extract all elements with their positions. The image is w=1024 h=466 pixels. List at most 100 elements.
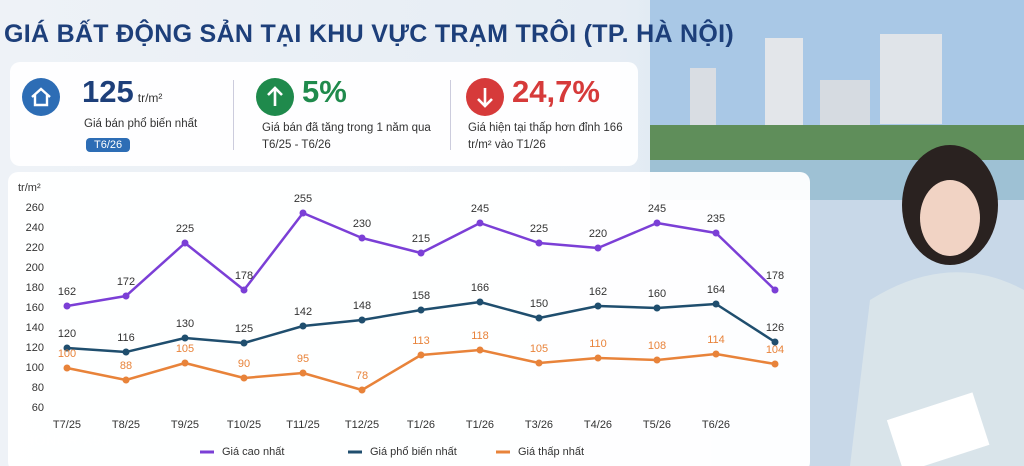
data-label: 215	[412, 233, 430, 245]
point	[535, 239, 543, 247]
y-tick-label: 220	[26, 242, 44, 254]
data-label: 235	[707, 213, 725, 225]
point	[63, 364, 71, 372]
divider	[233, 80, 234, 150]
point	[594, 354, 602, 362]
x-tick-label: T9/25	[171, 419, 199, 431]
house-icon	[22, 78, 60, 116]
data-label: 150	[530, 298, 548, 310]
data-label: 225	[176, 223, 194, 235]
point	[535, 359, 543, 367]
divider	[450, 80, 451, 150]
card-value: 24,7%	[512, 74, 600, 109]
point	[594, 302, 602, 310]
data-label: 255	[294, 193, 312, 205]
point	[653, 356, 661, 364]
title: GIÁ BẤT ĐỘNG SẢN TẠI KHU VỰC TRẠM TRÔI (…	[4, 20, 735, 48]
point	[653, 219, 661, 227]
point	[594, 244, 602, 252]
point	[417, 306, 425, 314]
data-label: 162	[58, 286, 76, 298]
data-label: 172	[117, 276, 135, 288]
point	[771, 360, 779, 368]
building	[690, 68, 716, 128]
data-label: 120	[58, 328, 76, 340]
point	[476, 346, 484, 354]
building	[765, 38, 803, 128]
x-tick-label: T7/25	[53, 419, 81, 431]
chart-panel	[8, 172, 810, 466]
data-label: 245	[648, 203, 666, 215]
y-tick-label: 240	[26, 222, 44, 234]
point	[712, 229, 720, 237]
data-label: 105	[530, 343, 548, 355]
point	[771, 338, 779, 346]
data-label: 88	[120, 360, 132, 372]
point	[122, 348, 130, 356]
y-tick-label: 260	[26, 202, 44, 214]
point	[653, 304, 661, 312]
point	[122, 292, 130, 300]
data-label: 164	[707, 284, 725, 296]
value: 125	[82, 74, 134, 109]
down-icon	[466, 78, 504, 116]
point	[63, 302, 71, 310]
data-label: 142	[294, 306, 312, 318]
x-tick-label: T3/26	[525, 419, 553, 431]
presenter-face	[920, 180, 980, 256]
point	[712, 350, 720, 358]
card-label: Giá hiện tại thấp hơn đỉnh 166 tr/m² vào…	[468, 122, 623, 151]
data-label: 162	[589, 286, 607, 298]
card-label: Giá bán đã tăng trong 1 năm qua T6/25 - …	[262, 122, 431, 151]
data-label: 225	[530, 223, 548, 235]
data-label: 160	[648, 288, 666, 300]
data-label: 230	[353, 218, 371, 230]
building	[880, 34, 942, 124]
legend-label: Giá cao nhất	[222, 446, 284, 458]
card-value: 125 tr/m²	[82, 74, 162, 110]
data-label: 114	[707, 334, 725, 346]
data-label: 178	[766, 270, 784, 282]
y-tick-label: 200	[26, 262, 44, 274]
y-tick-label: 160	[26, 302, 44, 314]
point	[240, 339, 248, 347]
y-tick-label: 120	[26, 342, 44, 354]
point	[417, 351, 425, 359]
data-label: 104	[766, 344, 784, 356]
data-label: 158	[412, 290, 430, 302]
data-label: 118	[471, 330, 489, 342]
up-icon	[256, 78, 294, 116]
data-label: 110	[589, 338, 607, 350]
point	[771, 286, 779, 294]
building	[820, 80, 870, 128]
point	[299, 369, 307, 377]
unit: tr/m²	[137, 91, 163, 105]
data-label: 95	[297, 353, 309, 365]
watermark: HONOR X9d	[24, 432, 110, 448]
data-label: 166	[471, 282, 489, 294]
point	[476, 219, 484, 227]
point	[417, 249, 425, 257]
data-label: 148	[353, 300, 371, 312]
info-cards: 125 tr/m² Giá bán phổ biến nhất T6/26 5% …	[10, 62, 638, 166]
data-label: 113	[412, 335, 430, 347]
y-tick-label: 100	[26, 362, 44, 374]
data-label: 105	[176, 343, 194, 355]
point	[476, 298, 484, 306]
x-tick-label: T1/26	[407, 419, 435, 431]
x-tick-label: T6/26	[702, 419, 730, 431]
data-label: 116	[117, 332, 135, 344]
point	[358, 234, 366, 242]
data-label: 100	[58, 348, 76, 360]
data-label: 126	[766, 322, 784, 334]
data-label: 130	[176, 318, 194, 330]
badge: T6/26	[86, 138, 131, 152]
tablet	[886, 392, 990, 466]
y-tick-label: 80	[32, 382, 44, 394]
point	[299, 209, 307, 217]
point	[712, 300, 720, 308]
point	[181, 334, 189, 342]
